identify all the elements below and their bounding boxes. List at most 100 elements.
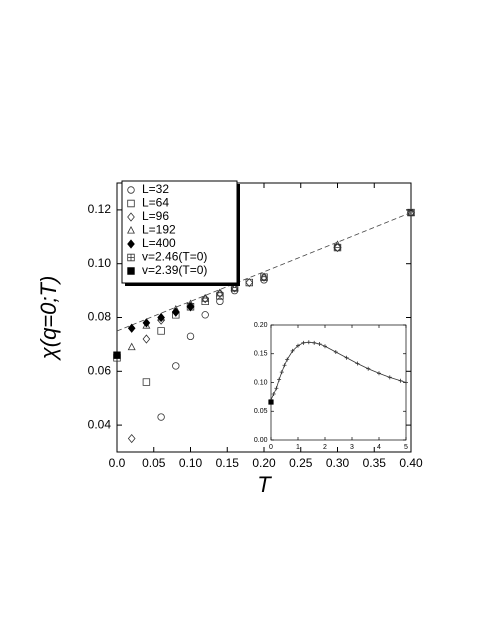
legend-marker (127, 239, 135, 249)
legend-label: L=400 (142, 236, 176, 250)
marker (366, 366, 371, 371)
marker (290, 348, 295, 353)
x-tick-label: 5 (404, 444, 408, 451)
legend-label: L=32 (142, 182, 169, 196)
marker (301, 340, 306, 345)
y-tick-label: 0.10 (254, 379, 268, 386)
marker (317, 341, 322, 346)
marker (274, 386, 279, 391)
x-tick-label: 0.35 (363, 456, 387, 470)
marker (312, 340, 317, 345)
legend-marker (127, 199, 135, 208)
marker (171, 307, 180, 317)
y-tick-label: 0.00 (254, 437, 268, 444)
legend-label: L=64 (142, 196, 169, 210)
marker (201, 297, 209, 306)
marker (387, 375, 392, 380)
y-tick-label: 0.15 (254, 351, 268, 358)
marker (268, 399, 274, 405)
marker (142, 318, 151, 328)
marker (355, 361, 360, 366)
x-tick-label: 2 (323, 444, 327, 451)
marker (282, 363, 287, 368)
curve (270, 341, 407, 400)
marker (271, 392, 276, 396)
legend-marker (127, 226, 135, 234)
x-tick-label: 4 (377, 444, 381, 451)
marker (201, 311, 209, 319)
marker (245, 277, 254, 288)
marker (398, 378, 403, 383)
marker (215, 288, 224, 297)
x-axis-title: T (257, 472, 272, 497)
marker (216, 292, 224, 300)
legend-label: L=96 (142, 209, 169, 223)
marker (260, 272, 268, 281)
marker (296, 343, 300, 348)
x-tick-label: 1 (296, 444, 300, 451)
marker (323, 344, 327, 349)
y-tick-label: 0.05 (254, 408, 268, 415)
x-tick-label: 0.10 (179, 456, 203, 470)
x-tick-label: 0.20 (252, 456, 276, 470)
marker (306, 340, 311, 345)
y-tick-label: 0.20 (254, 322, 268, 329)
marker (142, 378, 151, 386)
y-tick-label: 0.12 (88, 202, 112, 216)
marker (127, 342, 136, 351)
x-tick-label: 0.30 (326, 456, 350, 470)
marker (377, 371, 381, 376)
plot-frame (270, 324, 407, 441)
x-tick-label: 0.15 (216, 456, 240, 470)
marker (157, 413, 165, 421)
marker (142, 334, 151, 344)
marker (333, 240, 342, 248)
fit-line (116, 212, 412, 332)
y-axis-title: χ(q=0;T) (36, 276, 61, 362)
marker (186, 302, 195, 312)
marker (407, 208, 415, 218)
legend (121, 180, 238, 284)
marker (186, 303, 195, 311)
legend-label: L=192 (142, 223, 176, 237)
y-tick-label: 0.08 (88, 310, 112, 324)
marker (333, 243, 342, 252)
legend-label: v=2.46(T=0) (142, 250, 207, 264)
y-tick-label: 0.06 (88, 363, 112, 377)
marker (113, 351, 121, 359)
legend-label: v=2.39(T=0) (142, 263, 207, 277)
legend-marker (127, 186, 135, 194)
x-tick-label: 0.40 (399, 456, 423, 470)
marker (260, 273, 268, 281)
x-tick-label: 0.25 (289, 456, 313, 470)
marker (216, 297, 224, 305)
marker (407, 208, 415, 216)
marker (127, 323, 136, 333)
marker (230, 283, 239, 291)
marker (216, 288, 224, 298)
marker (277, 377, 282, 382)
marker (260, 272, 268, 282)
x-tick-label: 0.0 (109, 456, 126, 470)
legend-marker (127, 212, 135, 222)
x-tick-label: 0.05 (142, 456, 166, 470)
marker (157, 327, 165, 335)
y-tick-label: 0.04 (88, 417, 112, 431)
marker (279, 370, 284, 375)
x-tick-label: 3 (350, 444, 354, 451)
marker (127, 433, 136, 444)
marker (285, 357, 290, 362)
legend-marker (127, 253, 135, 262)
marker (201, 294, 210, 304)
y-tick-label: 0.10 (88, 256, 112, 270)
marker (230, 283, 239, 293)
marker (404, 380, 408, 385)
legend-marker (127, 267, 135, 275)
x-tick-label: 0 (269, 444, 273, 451)
marker (407, 208, 415, 217)
marker (333, 350, 338, 355)
marker (157, 312, 165, 323)
marker (201, 294, 210, 302)
marker (172, 362, 180, 370)
